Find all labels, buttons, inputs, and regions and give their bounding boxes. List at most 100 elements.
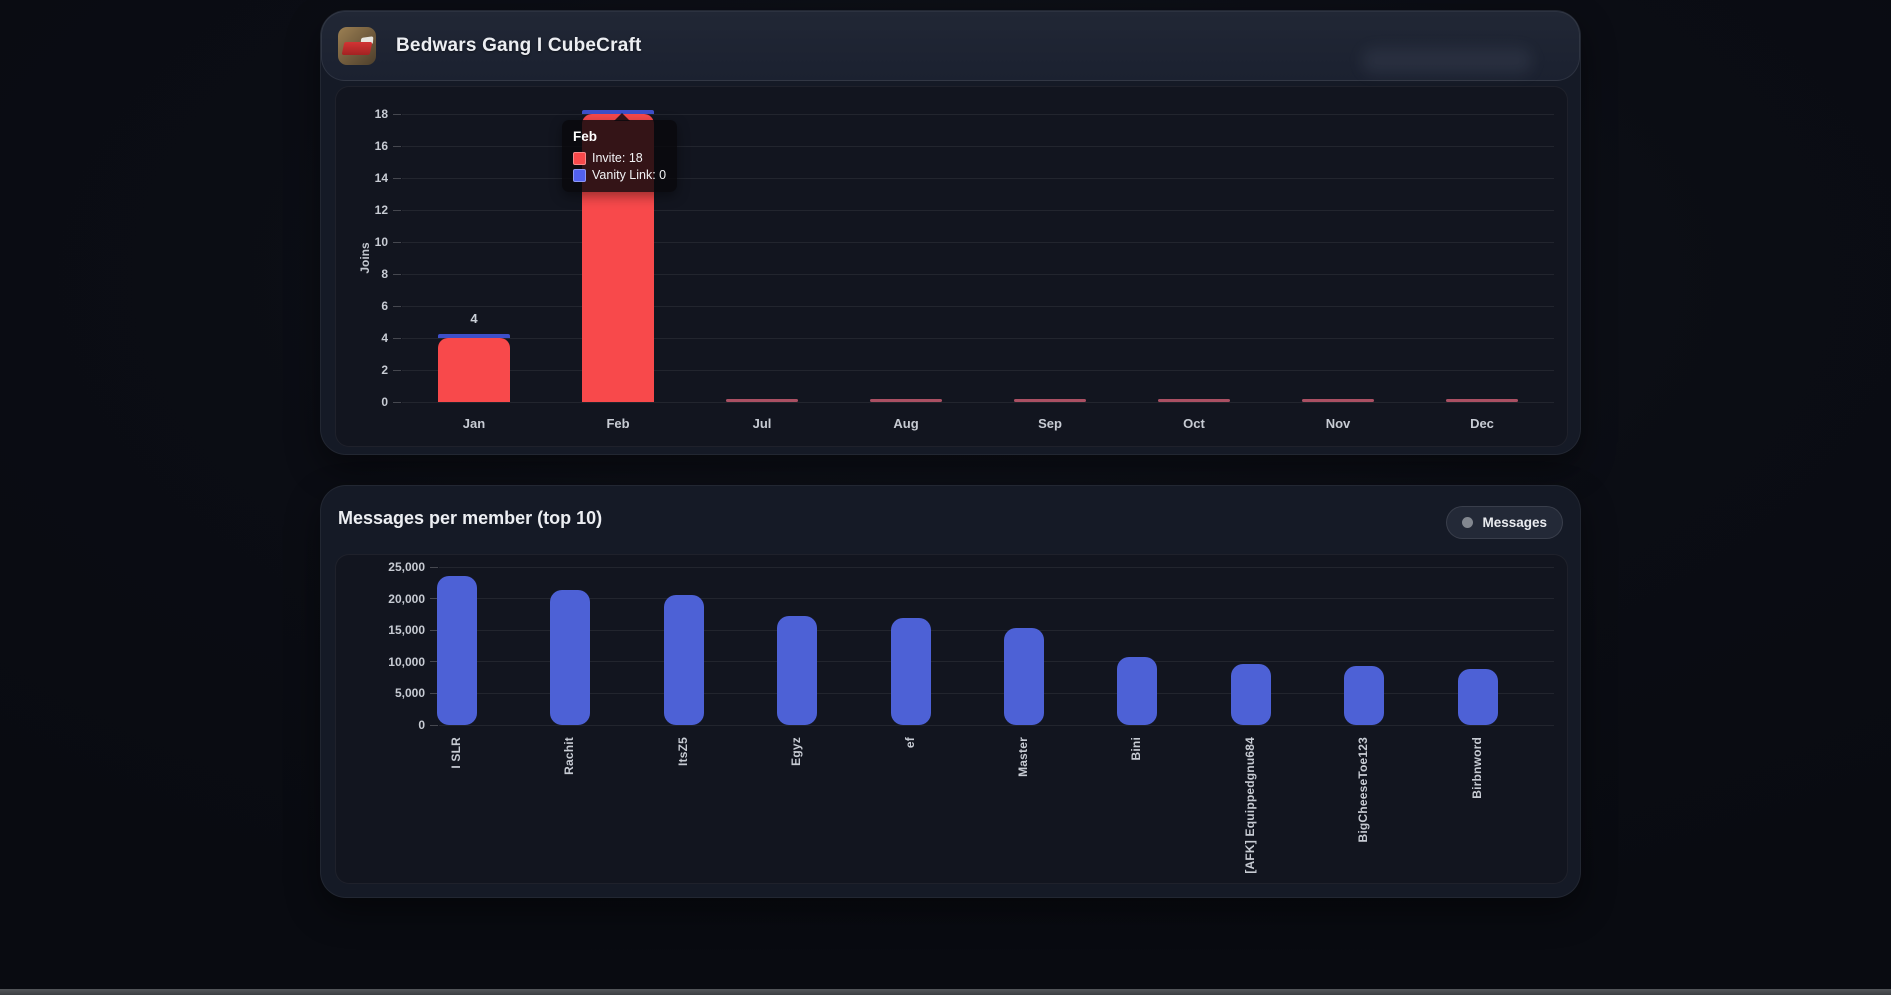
y-tick-mark xyxy=(393,337,401,339)
chart-tooltip: Feb Invite: 18 Vanity Link: 0 xyxy=(562,113,678,192)
gridline xyxy=(439,724,1554,726)
y-tick-mark xyxy=(393,369,401,371)
x-label-birbnword: Birbnword xyxy=(1469,737,1484,799)
y-tick-label: 0 xyxy=(381,395,388,409)
bar-messages-itsz5[interactable] xyxy=(663,594,704,725)
tooltip-text-vanity-link: Vanity Link: 0 xyxy=(592,168,667,182)
legend-dot-icon xyxy=(1462,517,1474,528)
x-label-afk-equippedgnu684: [AFK] Equippedgnu684 xyxy=(1242,737,1257,874)
y-axis-title-joins: Joins xyxy=(358,242,372,274)
x-label-oct: Oct xyxy=(1183,416,1205,431)
tooltip-title: Feb xyxy=(573,129,598,144)
gridline xyxy=(402,209,1554,211)
tooltip-swatch-vanity-link xyxy=(573,168,586,182)
gridline xyxy=(439,661,1554,663)
bar-zero-sep[interactable] xyxy=(1014,399,1086,402)
tooltip-swatch-invite xyxy=(573,151,586,165)
gridline xyxy=(402,369,1554,371)
bar-messages-master[interactable] xyxy=(1004,627,1044,725)
minecraft-bed-icon xyxy=(338,27,376,65)
x-label-aug: Aug xyxy=(893,416,919,431)
y-tick-label: 4 xyxy=(381,331,388,345)
x-label-bini: Bini xyxy=(1129,737,1144,761)
y-tick-label: 12 xyxy=(374,203,388,217)
y-tick-label: 2 xyxy=(381,363,388,377)
joins-card: Bedwars Gang I CubeCraft 0 2 4 6 8 10 12 14 16 18… xyxy=(320,10,1581,455)
x-label-egyz: Egyz xyxy=(789,737,804,766)
y-tick-mark xyxy=(393,113,401,115)
y-tick-mark xyxy=(393,305,401,307)
y-tick-label: 14 xyxy=(374,171,388,185)
bar-vanity-link-jan[interactable] xyxy=(438,334,510,338)
tooltip-row-vanity-link: Vanity Link: 0 xyxy=(573,168,666,182)
gridline xyxy=(402,145,1554,147)
bed-base-shape xyxy=(341,42,373,55)
x-label-nov: Nov xyxy=(1325,416,1351,431)
y-tick-label: 16 xyxy=(374,139,388,153)
y-tick-mark xyxy=(430,724,438,726)
y-tick-label: 10,000 xyxy=(388,654,425,669)
messages-legend-toggle[interactable]: Messages xyxy=(1446,506,1563,539)
x-label-bigcheesetoe123: BigCheeseToe123 xyxy=(1356,737,1371,843)
y-tick-label: 8 xyxy=(381,267,388,281)
tooltip-text-invite: Invite: 18 xyxy=(592,151,643,165)
bar-messages-egyz[interactable] xyxy=(777,615,818,725)
gridline xyxy=(439,598,1554,600)
taskbar-edge xyxy=(0,989,1891,995)
y-tick-mark xyxy=(393,145,401,147)
x-label-feb: Feb xyxy=(606,416,630,431)
x-label-rachit: Rachit xyxy=(562,737,577,775)
y-tick-mark xyxy=(393,209,401,211)
x-label-jul: Jul xyxy=(752,416,772,431)
bar-messages-rachit[interactable] xyxy=(550,590,591,725)
y-tick-mark xyxy=(393,273,401,275)
bar-zero-oct[interactable] xyxy=(1158,399,1230,402)
bar-zero-jul[interactable] xyxy=(726,399,798,402)
y-tick-mark xyxy=(393,401,401,403)
tooltip-row-invite: Invite: 18 xyxy=(573,151,666,165)
x-label-sep: Sep xyxy=(1038,416,1062,431)
x-label-itsz5: ItsZ5 xyxy=(675,737,690,767)
y-tick-label: 6 xyxy=(381,299,388,313)
bar-messages-i-slr[interactable] xyxy=(437,575,477,725)
y-tick-mark xyxy=(430,566,438,568)
bar-messages-bini[interactable] xyxy=(1117,657,1158,725)
y-tick-mark xyxy=(430,692,438,694)
y-tick-label: 20,000 xyxy=(388,591,425,606)
gridline xyxy=(402,273,1554,275)
messages-card: Messages per member (top 10) Messages 0 5… xyxy=(320,485,1581,898)
y-tick-label: 25,000 xyxy=(388,560,425,574)
bar-zero-nov[interactable] xyxy=(1302,399,1374,402)
joins-chart: 0 2 4 6 8 10 12 14 16 18 Joins 4 Jan Feb Jul Aug Sep Oct N… xyxy=(335,86,1568,447)
redacted-blur xyxy=(1362,48,1532,74)
y-tick-mark xyxy=(430,629,438,631)
y-tick-mark xyxy=(393,241,401,243)
bar-messages-birbnword[interactable] xyxy=(1457,668,1498,725)
bar-vanity-link-feb[interactable] xyxy=(582,110,654,114)
bar-messages-afk-equippedgnu684[interactable] xyxy=(1230,663,1271,725)
bar-invite-jan[interactable] xyxy=(438,338,510,402)
messages-chart: 0 5,000 10,000 15,000 20,000 25,000 I SLR Rachi… xyxy=(335,554,1568,884)
bar-zero-dec[interactable] xyxy=(1446,399,1518,402)
x-label-dec: Dec xyxy=(1470,416,1494,431)
bar-zero-aug[interactable] xyxy=(870,399,942,402)
y-tick-label: 5,000 xyxy=(394,686,425,701)
y-tick-mark xyxy=(430,598,438,600)
server-header: Bedwars Gang I CubeCraft xyxy=(321,11,1580,81)
bar-messages-ef[interactable] xyxy=(890,618,931,725)
y-tick-label: 10 xyxy=(374,235,388,249)
x-label-ef: ef xyxy=(902,737,917,749)
x-label-master: Master xyxy=(1016,737,1030,777)
legend-label: Messages xyxy=(1482,515,1547,530)
gridline xyxy=(402,113,1554,115)
x-label-i-slr: I SLR xyxy=(449,737,463,769)
gridline xyxy=(402,305,1554,307)
y-tick-label: 18 xyxy=(374,107,388,121)
y-tick-mark xyxy=(430,661,438,663)
gridline xyxy=(439,692,1554,694)
gridline xyxy=(402,177,1554,179)
gridline xyxy=(439,566,1554,568)
bar-messages-bigcheesetoe123[interactable] xyxy=(1344,665,1385,725)
y-tick-label: 15,000 xyxy=(388,623,425,638)
